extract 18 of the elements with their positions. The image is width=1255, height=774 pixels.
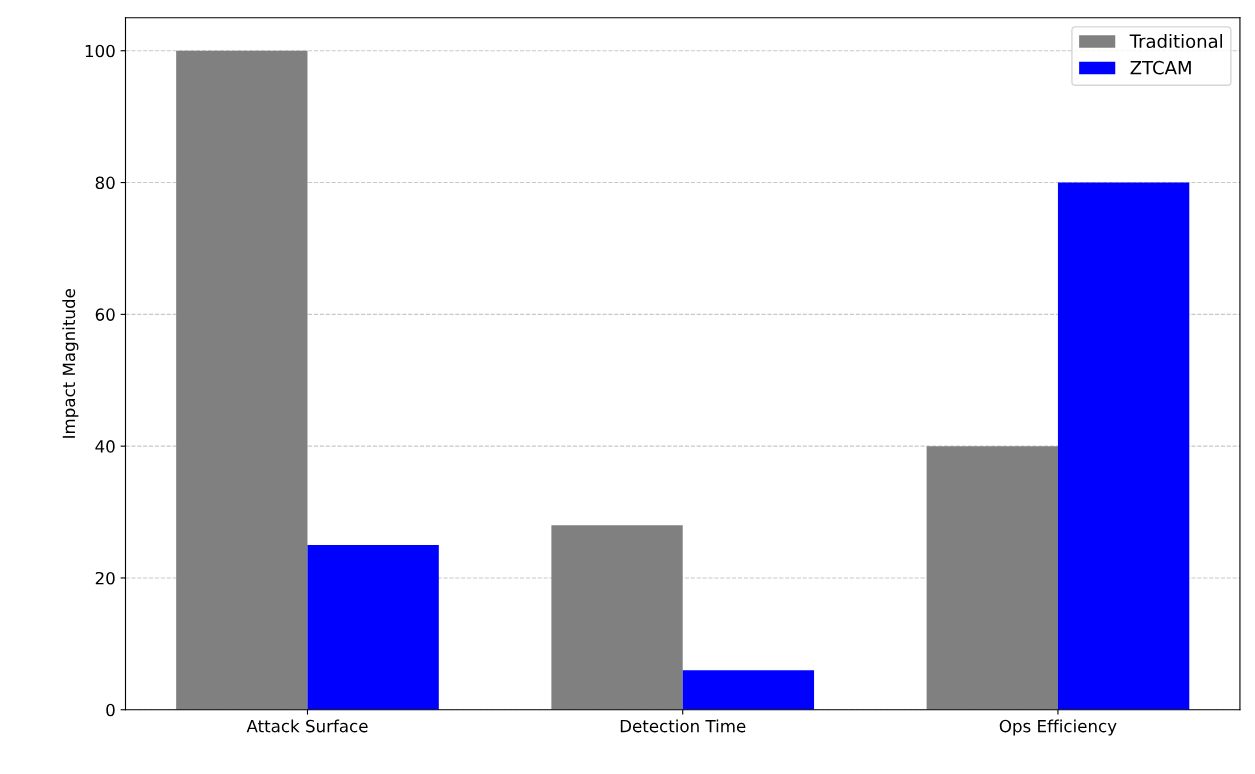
- bar: [176, 50, 308, 710]
- x-tick-label: Attack Surface: [246, 719, 368, 733]
- y-axis-title: Impact Magnitude: [62, 289, 79, 438]
- legend-label: Traditional: [1129, 34, 1222, 49]
- bar: [1057, 182, 1190, 710]
- bar: [682, 670, 815, 710]
- bar: [307, 545, 439, 710]
- y-tick-label: 20: [95, 571, 115, 585]
- y-tick-label: 100: [85, 44, 115, 58]
- bar: [551, 525, 683, 710]
- y-tick-label: 80: [95, 176, 115, 190]
- y-tick-label: 40: [95, 440, 115, 453]
- x-tick-label: Ops Efficiency: [999, 719, 1117, 736]
- legend-label: ZTCAM: [1130, 60, 1191, 75]
- bar: [926, 446, 1058, 710]
- y-tick-label: 60: [95, 308, 115, 321]
- y-tick-label: 0: [106, 703, 115, 717]
- x-tick-label: Detection Time: [620, 719, 746, 733]
